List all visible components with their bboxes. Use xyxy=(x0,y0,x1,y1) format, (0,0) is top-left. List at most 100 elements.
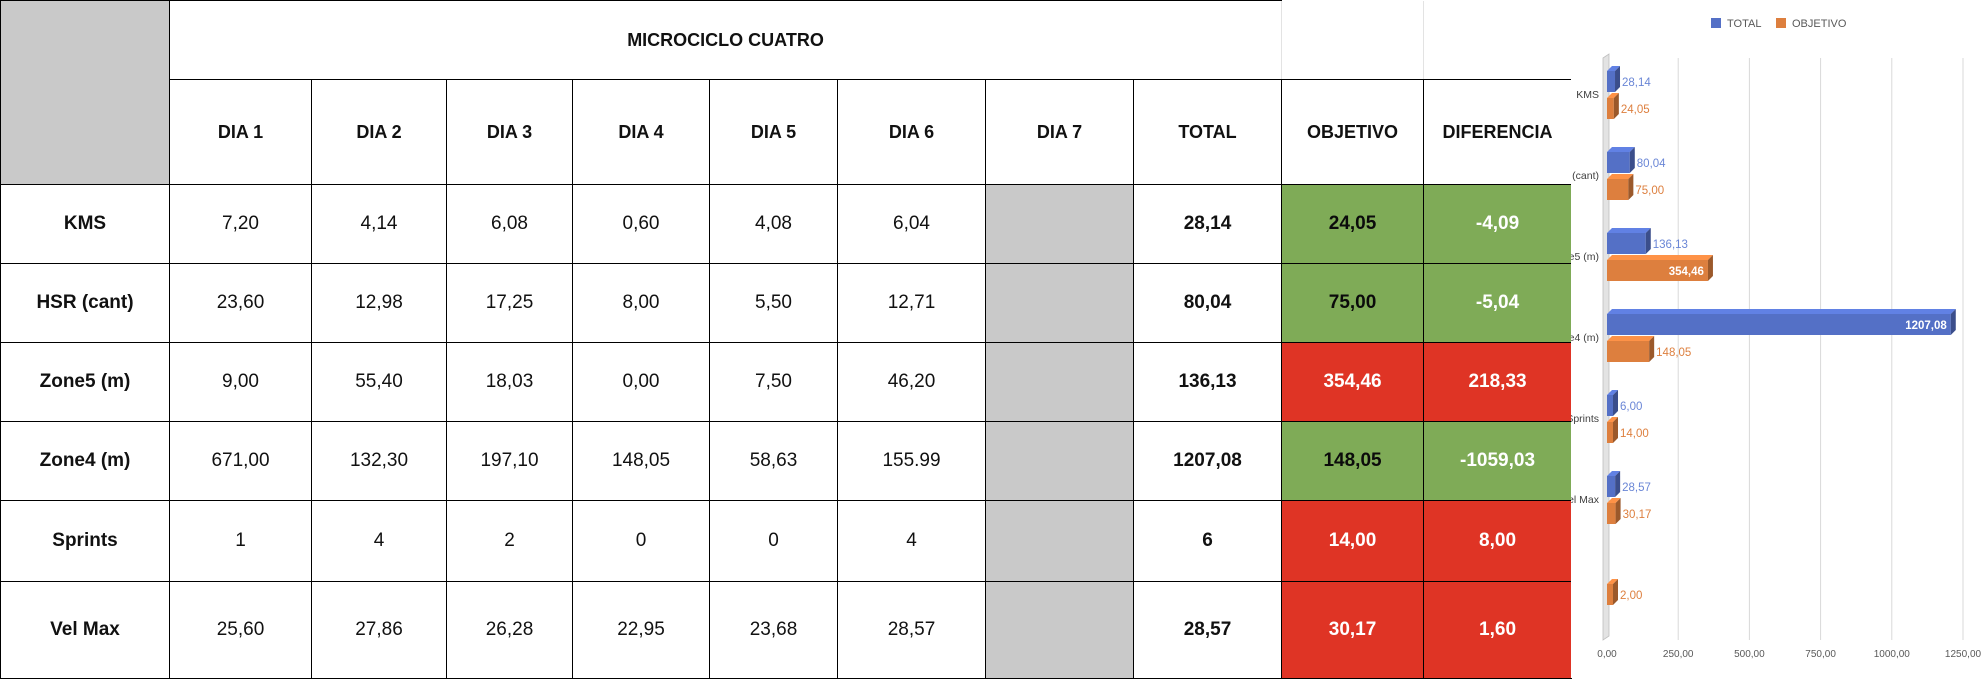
day-cell[interactable]: 58,63 xyxy=(709,421,838,501)
day-cell[interactable]: 6,04 xyxy=(837,184,986,264)
column-header[interactable]: DIA 6 xyxy=(837,79,986,185)
bar-objetivo[interactable] xyxy=(1607,422,1613,443)
column-header[interactable]: OBJETIVO xyxy=(1281,79,1425,185)
column-header[interactable]: DIFERENCIA xyxy=(1423,79,1573,185)
empty-cell[interactable] xyxy=(1281,0,1425,80)
objetivo-cell[interactable]: 354,46 xyxy=(1281,342,1425,422)
day7-cell[interactable] xyxy=(985,263,1134,343)
bar-side xyxy=(1645,228,1651,254)
day-cell[interactable]: 18,03 xyxy=(446,342,573,422)
objetivo-cell[interactable]: 14,00 xyxy=(1281,500,1425,582)
row-label[interactable]: Sprints xyxy=(0,500,170,582)
day-cell[interactable]: 671,00 xyxy=(169,421,312,501)
column-header[interactable]: DIA 7 xyxy=(985,79,1134,185)
day-cell[interactable]: 17,25 xyxy=(446,263,573,343)
column-header[interactable]: TOTAL xyxy=(1132,79,1283,185)
day-cell[interactable]: 132,30 xyxy=(311,421,447,501)
row-label[interactable]: Zone5 (m) xyxy=(0,342,170,422)
bar-total[interactable] xyxy=(1607,395,1613,416)
day-cell[interactable]: 0 xyxy=(572,500,710,582)
column-header[interactable]: DIA 4 xyxy=(572,79,710,185)
bar-total[interactable] xyxy=(1607,476,1616,497)
day-cell[interactable]: 12,71 xyxy=(837,263,986,343)
day-cell[interactable]: 9,00 xyxy=(169,342,312,422)
column-header[interactable]: DIA 5 xyxy=(709,79,838,185)
column-header[interactable]: DIA 2 xyxy=(311,79,447,185)
bar-total[interactable] xyxy=(1607,71,1616,92)
day-cell[interactable]: 0,00 xyxy=(572,342,710,422)
total-cell[interactable]: 6 xyxy=(1132,500,1283,582)
day-cell[interactable]: 26,28 xyxy=(446,581,573,679)
bar-total[interactable] xyxy=(1607,233,1646,254)
bar-objetivo[interactable] xyxy=(1607,98,1614,119)
legend-swatch-objetivo xyxy=(1776,18,1786,28)
day7-cell[interactable] xyxy=(985,342,1134,422)
bar-total[interactable] xyxy=(1607,152,1630,173)
y-category-label: KMS xyxy=(1576,89,1599,101)
column-header[interactable]: DIA 3 xyxy=(446,79,573,185)
bar-objetivo[interactable] xyxy=(1607,584,1613,605)
day-cell[interactable]: 2 xyxy=(446,500,573,582)
x-tick-label: 1250,00 xyxy=(1945,649,1982,660)
bar-objetivo[interactable] xyxy=(1607,179,1629,200)
day-cell[interactable]: 28,57 xyxy=(837,581,986,679)
day-cell[interactable]: 4 xyxy=(311,500,447,582)
diferencia-cell[interactable]: 8,00 xyxy=(1423,500,1573,582)
day-cell[interactable]: 23,60 xyxy=(169,263,312,343)
day-cell[interactable]: 4 xyxy=(837,500,986,582)
bar-objetivo[interactable] xyxy=(1607,503,1616,524)
day7-cell[interactable] xyxy=(985,581,1134,679)
objetivo-cell[interactable]: 24,05 xyxy=(1281,184,1425,264)
diferencia-cell[interactable]: 218,33 xyxy=(1423,342,1573,422)
day-cell[interactable]: 8,00 xyxy=(572,263,710,343)
day-cell[interactable]: 22,95 xyxy=(572,581,710,679)
total-cell[interactable]: 28,57 xyxy=(1132,581,1283,679)
day-cell[interactable]: 27,86 xyxy=(311,581,447,679)
day7-cell[interactable] xyxy=(985,421,1134,501)
total-cell[interactable]: 136,13 xyxy=(1132,342,1283,422)
objetivo-cell[interactable]: 75,00 xyxy=(1281,263,1425,343)
diferencia-cell[interactable]: -4,09 xyxy=(1423,184,1573,264)
row-label[interactable]: KMS xyxy=(0,184,170,264)
corner-cell[interactable] xyxy=(0,0,170,185)
total-cell[interactable]: 80,04 xyxy=(1132,263,1283,343)
day-cell[interactable]: 155.99 xyxy=(837,421,986,501)
table-title[interactable]: MICROCICLO CUATRO xyxy=(168,0,1282,80)
legend-swatch-total xyxy=(1711,18,1721,28)
day-cell[interactable]: 4,08 xyxy=(709,184,838,264)
row-label[interactable]: HSR (cant) xyxy=(0,263,170,343)
day-cell[interactable]: 12,98 xyxy=(311,263,447,343)
column-header[interactable]: DIA 1 xyxy=(169,79,312,185)
day-cell[interactable]: 46,20 xyxy=(837,342,986,422)
day-cell[interactable]: 23,68 xyxy=(709,581,838,679)
data-label: 28,57 xyxy=(1622,482,1651,494)
day-cell[interactable]: 5,50 xyxy=(709,263,838,343)
bar-objetivo[interactable] xyxy=(1607,341,1650,362)
day-cell[interactable]: 7,50 xyxy=(709,342,838,422)
day7-cell[interactable] xyxy=(985,500,1134,582)
diferencia-cell[interactable]: -1059,03 xyxy=(1423,421,1573,501)
bar-total[interactable] xyxy=(1607,314,1951,335)
day7-cell[interactable] xyxy=(985,184,1134,264)
day-cell[interactable]: 7,20 xyxy=(169,184,312,264)
objetivo-cell[interactable]: 30,17 xyxy=(1281,581,1425,679)
day-cell[interactable]: 197,10 xyxy=(446,421,573,501)
day-cell[interactable]: 148,05 xyxy=(572,421,710,501)
diferencia-cell[interactable]: 1,60 xyxy=(1423,581,1573,679)
day-cell[interactable]: 6,08 xyxy=(446,184,573,264)
row-label[interactable]: Zone4 (m) xyxy=(0,421,170,501)
total-cell[interactable]: 28,14 xyxy=(1132,184,1283,264)
bar-side xyxy=(1613,390,1618,416)
day-cell[interactable]: 25,60 xyxy=(169,581,312,679)
day-cell[interactable]: 4,14 xyxy=(311,184,447,264)
row-label[interactable]: Vel Max xyxy=(0,581,170,679)
day-cell[interactable]: 1 xyxy=(169,500,312,582)
diferencia-cell[interactable]: -5,04 xyxy=(1423,263,1573,343)
day-cell[interactable]: 0 xyxy=(709,500,838,582)
empty-cell[interactable] xyxy=(1423,0,1573,80)
total-cell[interactable]: 1207,08 xyxy=(1132,421,1283,501)
day-cell[interactable]: 55,40 xyxy=(311,342,447,422)
objetivo-cell[interactable]: 148,05 xyxy=(1281,421,1425,501)
day-cell[interactable]: 0,60 xyxy=(572,184,710,264)
bar-objetivo[interactable] xyxy=(1607,260,1708,281)
